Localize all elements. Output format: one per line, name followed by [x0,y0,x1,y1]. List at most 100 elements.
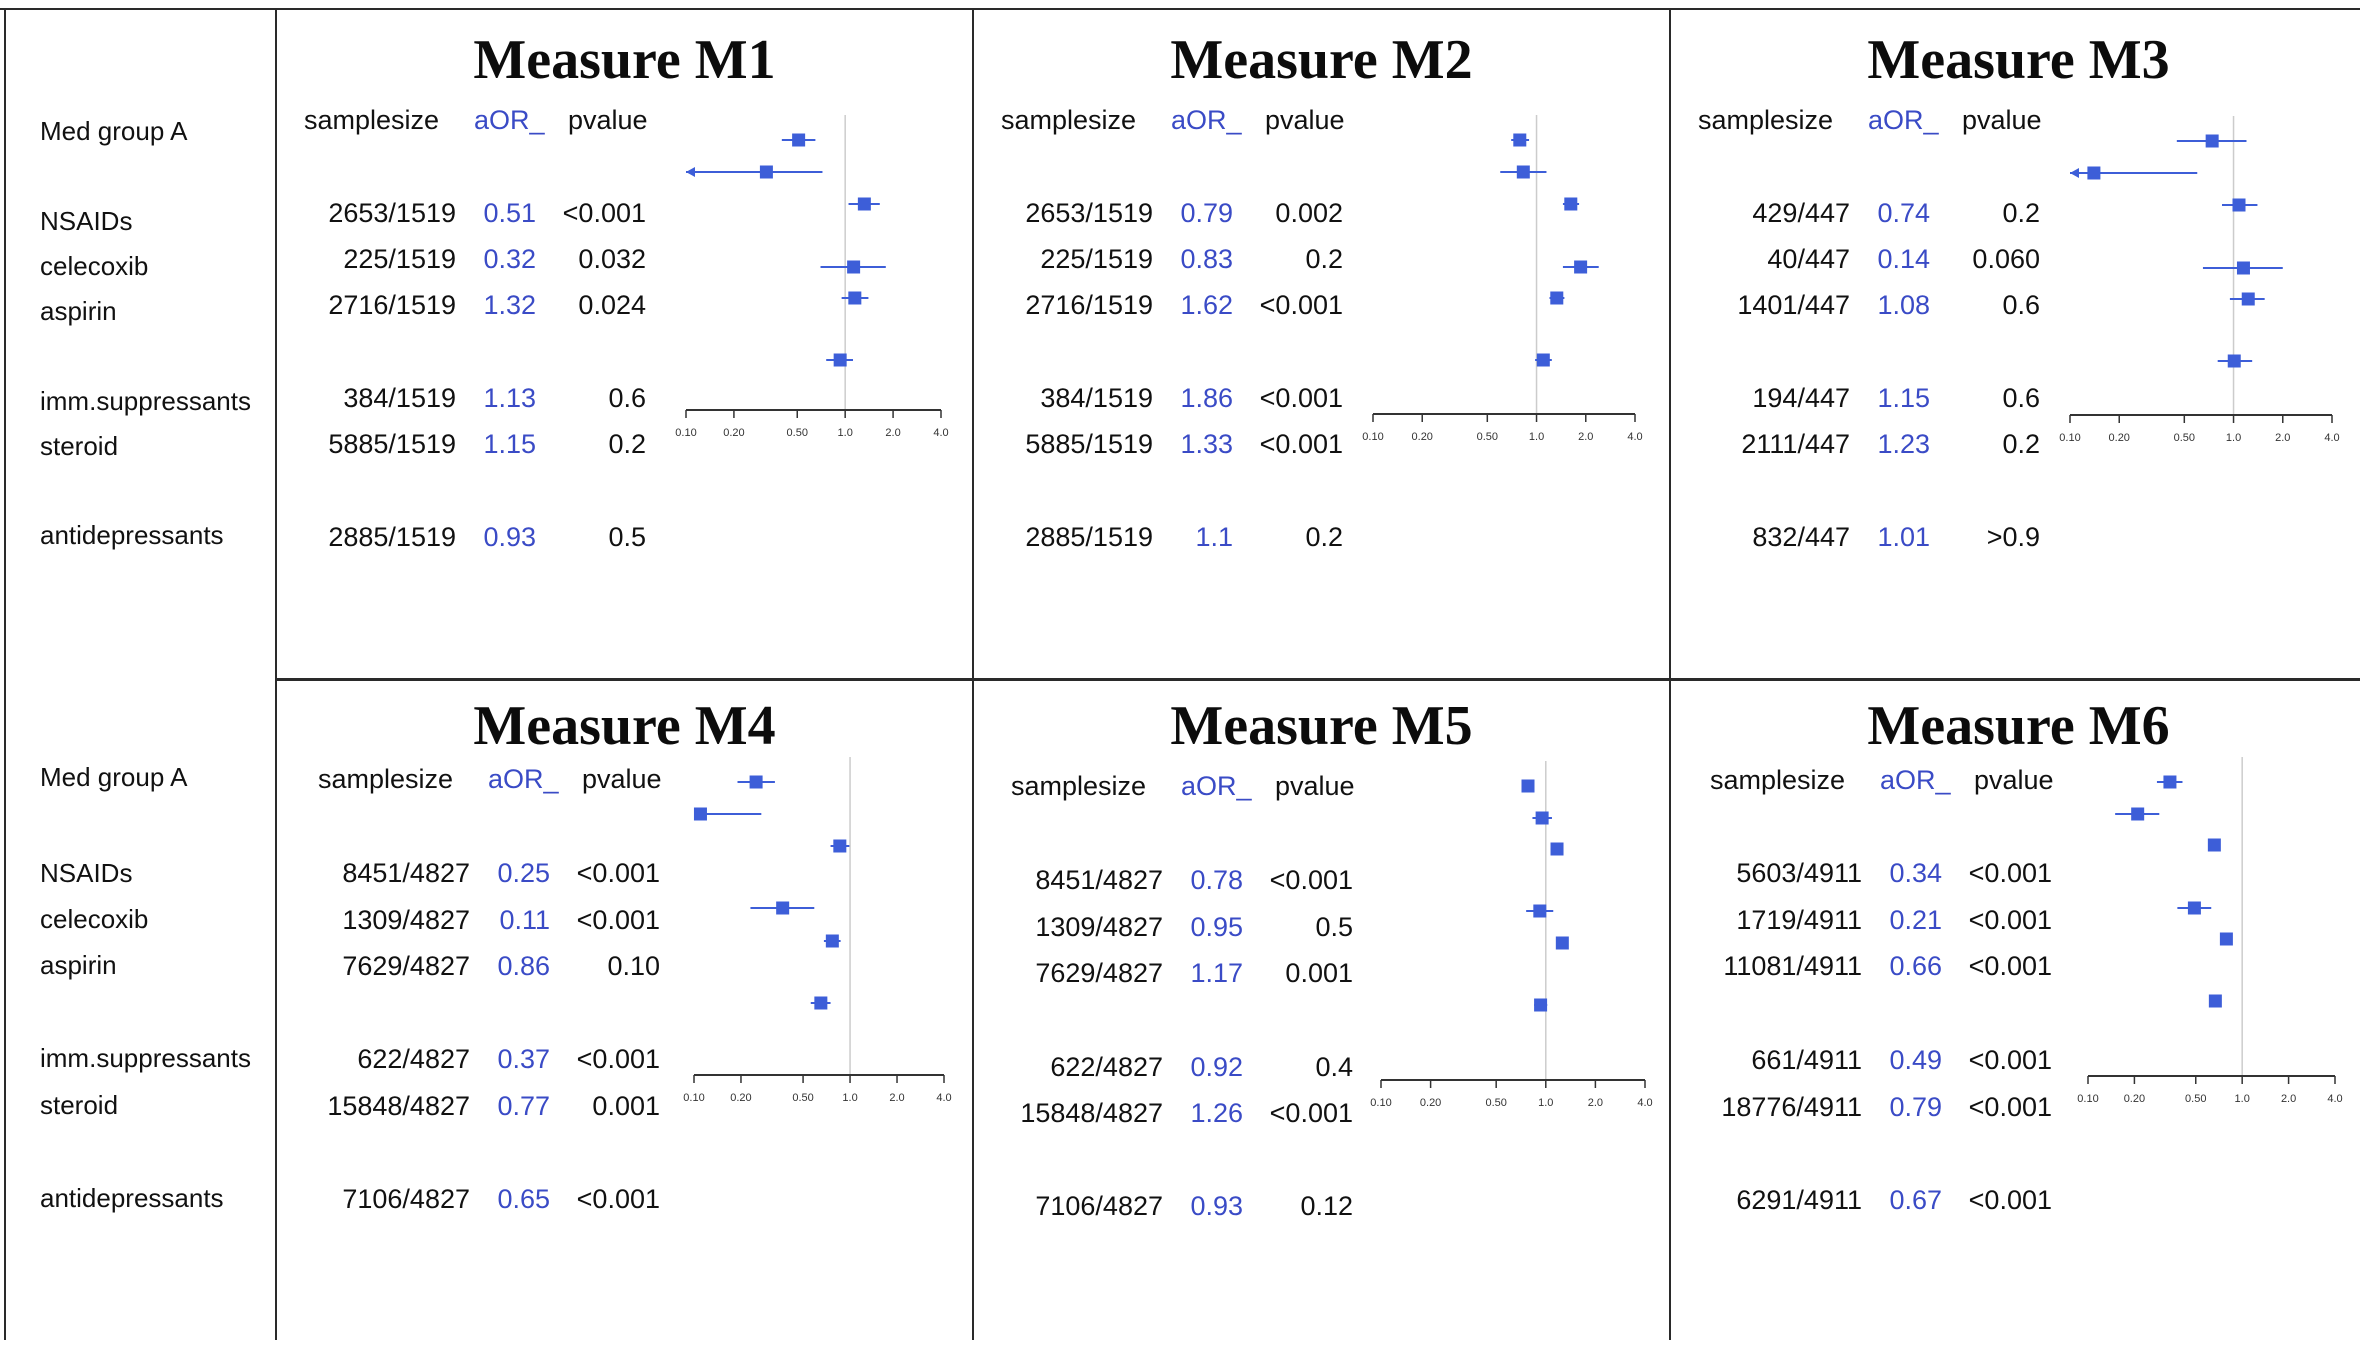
samplesize-cell: 2716/1519 [328,290,456,320]
pvalue-cell: 0.5 [1315,912,1353,942]
estimate-marker [1534,998,1548,1012]
aor-cell: 0.92 [1190,1052,1243,1082]
x-tick-label: 4.0 [1627,431,1642,443]
samplesize-cell: 622/4827 [357,1044,470,1074]
x-tick-label: 0.20 [1420,1097,1441,1109]
estimate-marker [749,775,763,789]
pvalue-cell: 0.032 [578,244,646,274]
estimate-marker [1550,291,1564,305]
panel-title: Measure M1 [473,29,776,91]
samplesize-cell: 1309/4827 [1035,912,1163,942]
panel-m1: Measure M1 samplesize aOR_ pvalue 2653/1… [276,10,973,680]
pvalue-cell: 0.001 [1285,958,1353,988]
x-tick-label: 1.0 [2226,432,2241,444]
group-header-bottom: Med group A [40,762,188,792]
x-tick-label: 0.50 [787,427,808,439]
pvalue-cell: <0.001 [1269,865,1353,895]
aor-header: aOR_ [488,764,559,794]
pvalue-header: pvalue [1974,765,2054,795]
ci-arrow [686,167,695,177]
estimate-marker [833,353,847,367]
x-tick-label: 1.0 [838,427,853,439]
pvalue-header: pvalue [568,105,648,135]
samplesize-cell: 1719/4911 [1736,905,1862,935]
pvalue-cell: 0.2 [2002,429,2040,459]
estimate-marker [1516,165,1530,179]
aor-cell: 1.17 [1190,958,1243,988]
estimate-marker [1536,353,1550,367]
estimate-marker [847,260,861,274]
aor-header: aOR_ [1171,105,1242,135]
pvalue-cell: <0.001 [1968,1185,2052,1215]
samplesize-header: samplesize [1698,105,1834,135]
x-tick-label: 4.0 [2327,1093,2342,1105]
samplesize-cell: 832/447 [1752,522,1850,552]
label-steroid-bottom: steroid [40,1090,119,1120]
samplesize-cell: 7106/4827 [342,1184,470,1214]
forest-plot-m5: 0.10 0.20 0.50 1.0 2.0 4.0 [1370,761,1653,1109]
aor-cell: 1.13 [483,383,536,413]
aor-cell: 0.79 [1889,1092,1942,1122]
estimate-marker [848,291,862,305]
x-tick-label: 0.20 [2124,1093,2145,1105]
aor-cell: 1.62 [1180,290,1233,320]
samplesize-cell: 2885/1519 [1025,522,1153,552]
pvalue-cell: <0.001 [576,1184,660,1214]
aor-cell: 0.32 [483,244,536,274]
samplesize-cell: 5885/1519 [1025,429,1153,459]
estimate-marker [693,807,707,821]
samplesize-cell: 8451/4827 [1035,865,1163,895]
pvalue-header: pvalue [1265,105,1345,135]
samplesize-cell: 2653/1519 [1025,198,1153,228]
estimate-marker [1555,936,1569,950]
aor-cell: 0.95 [1190,912,1243,942]
pvalue-cell: 0.10 [607,951,660,981]
samplesize-cell: 11081/4911 [1723,951,1862,981]
aor-cell: 0.86 [497,951,550,981]
aor-cell: 0.77 [497,1091,550,1121]
aor-cell: 1.32 [483,290,536,320]
estimate-marker [1521,779,1535,793]
forest-plot-m2: 0.10 0.20 0.50 1.0 2.0 4.0 [1362,115,1643,443]
samplesize-cell: 2716/1519 [1025,290,1153,320]
aor-header: aOR_ [1181,771,1252,801]
estimate-marker [814,996,828,1010]
pvalue-cell: <0.001 [1968,1092,2052,1122]
samplesize-header: samplesize [1001,105,1137,135]
samplesize-cell: 429/447 [1752,198,1850,228]
aor-cell: 0.37 [497,1044,550,1074]
samplesize-cell: 2653/1519 [328,198,456,228]
x-tick-label: 2.0 [885,427,900,439]
forest-plot-m6: 0.10 0.20 0.50 1.0 2.0 4.0 [2077,757,2343,1105]
aor-cell: 1.15 [1877,383,1930,413]
x-tick-label: 0.50 [2185,1093,2206,1105]
estimate-marker [1513,133,1527,147]
samplesize-cell: 225/1519 [1040,244,1153,274]
aor-cell: 1.08 [1877,290,1930,320]
pvalue-cell: >0.9 [1986,522,2040,552]
x-tick-label: 2.0 [889,1092,904,1104]
estimate-marker [776,901,790,915]
divider-column-2 [1669,8,1671,1340]
estimate-marker [2205,134,2219,148]
estimate-marker [2131,807,2145,821]
panel-m6: Measure M6 samplesize aOR_ pvalue 5603/4… [1670,680,2360,1350]
x-tick-label: 4.0 [936,1092,951,1104]
pvalue-cell: <0.001 [1968,951,2052,981]
panel-title: Measure M2 [1170,29,1473,91]
panel-title: Measure M5 [1170,695,1473,757]
samplesize-cell: 7629/4827 [1035,958,1163,988]
samplesize-cell: 7106/4827 [1035,1191,1163,1221]
x-tick-label: 0.10 [683,1092,704,1104]
samplesize-cell: 661/4911 [1751,1045,1862,1075]
x-tick-label: 4.0 [933,427,948,439]
x-tick-label: 1.0 [1538,1097,1553,1109]
pvalue-cell: <0.001 [1269,1098,1353,1128]
samplesize-header: samplesize [1710,765,1846,795]
label-nsaids-bottom: NSAIDs [40,858,133,888]
pvalue-cell: 0.2 [608,429,646,459]
label-antidepressants-bottom: antidepressants [40,1183,224,1213]
estimate-marker [1550,842,1564,856]
pvalue-cell: <0.001 [1968,858,2052,888]
pvalue-cell: 0.6 [2002,290,2040,320]
